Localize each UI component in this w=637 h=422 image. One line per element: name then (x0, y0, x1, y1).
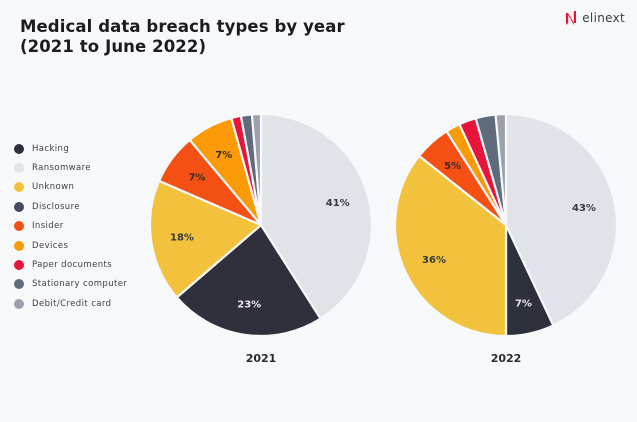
legend-item: Unknown (14, 178, 164, 197)
legend-dot-icon (14, 279, 24, 290)
title-line-2: (2021 to June 2022) (20, 37, 207, 56)
legend-label: Paper documents (32, 260, 113, 271)
legend-item: Stationary computer (14, 275, 164, 294)
legend-label: Devices (32, 240, 69, 251)
legend-item: Devices (14, 236, 164, 255)
legend-item: Insider (14, 217, 164, 236)
legend-label: Stationary computer (32, 279, 128, 290)
legend-item: Disclosure (14, 197, 164, 216)
legend-dot-icon (14, 163, 24, 174)
pie-slice (393, 154, 508, 338)
pie-slice (175, 223, 322, 338)
year-label-2021: 2021 (245, 352, 277, 365)
legend-dot-icon (14, 221, 24, 232)
pie-slice (494, 112, 508, 227)
legend-item: Debit/Credit card (14, 294, 164, 313)
legend-label: Ransomware (32, 163, 91, 174)
slice-label: 23% (237, 300, 261, 311)
slice-label: 7% (215, 150, 232, 161)
legend-label: Unknown (32, 182, 75, 193)
legend-item: Paper documents (14, 255, 164, 274)
legend-item: Hacking (14, 139, 164, 158)
pie-slice (504, 112, 619, 327)
pie-slice (250, 112, 263, 227)
pie-chart-2022: 43% 7% 36% 5% (393, 112, 619, 338)
legend-label: Insider (32, 221, 64, 232)
elinext-logo: elinext (565, 10, 625, 26)
pie-chart-2021: 41% 23% 18% 7% 7% (148, 112, 374, 338)
pie-slice (148, 179, 263, 299)
legend-dot-icon (14, 143, 24, 154)
slice-label: 43% (572, 203, 596, 214)
slice-label: 36% (422, 255, 446, 266)
legend: Hacking Ransomware Unknown Disclosure Inside… (14, 139, 164, 314)
slice-label: 7% (515, 298, 532, 309)
year-label-2022: 2022 (490, 352, 522, 365)
legend-dot-icon (14, 240, 24, 251)
slice-label: 41% (326, 198, 350, 209)
title-line-1: Medical data breach types by year (20, 17, 345, 36)
legend-label: Disclosure (32, 201, 80, 212)
legend-dot-icon (14, 260, 24, 271)
legend-dot-icon (14, 298, 24, 309)
slice-label: 7% (188, 173, 205, 184)
elinext-logo-icon (566, 11, 577, 25)
legend-label: Hacking (32, 143, 70, 154)
legend-item: Ransomware (14, 158, 164, 177)
legend-dot-icon (14, 182, 24, 193)
slice-label: 5% (444, 161, 461, 172)
legend-label: Debit/Credit card (32, 298, 112, 309)
logo-text: elinext (582, 11, 625, 25)
legend-dot-icon (14, 201, 24, 212)
chart-title: Medical data breach types by year (2021 … (20, 17, 345, 57)
slice-label: 18% (170, 233, 194, 244)
